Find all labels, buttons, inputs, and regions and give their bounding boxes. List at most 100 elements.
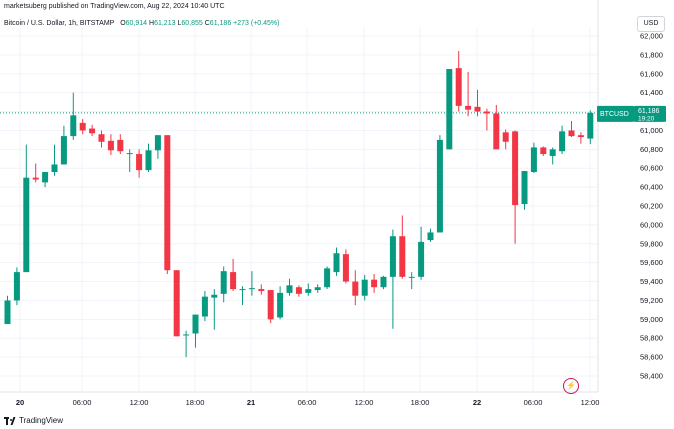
candle-body (295, 287, 302, 294)
candle-body (502, 132, 509, 142)
x-tick-label: 21 (247, 398, 255, 407)
y-tick-label: 61,000 (640, 126, 663, 135)
open-value: 60,914 (125, 20, 148, 27)
low-value: 60,855 (181, 20, 203, 27)
y-tick-label: 59,800 (640, 239, 663, 248)
tradingview-brand: TradingView (4, 416, 63, 425)
candle-body (455, 68, 462, 106)
x-tick-label: 12:00 (130, 398, 149, 407)
x-tick-label: 18:00 (411, 398, 430, 407)
candle-body (60, 136, 67, 165)
candle-body (577, 135, 584, 138)
y-tick-label: 59,200 (640, 296, 663, 305)
candle-body (126, 153, 133, 155)
close-label: C (204, 20, 210, 27)
x-tick-label: 22 (473, 398, 481, 407)
candle-body (540, 147, 547, 155)
change-value: +273 (+0.45%) (233, 20, 280, 27)
price-tag-ticker: BTCUSD (600, 111, 629, 118)
x-tick-label: 06:00 (524, 398, 543, 407)
candle-body (117, 139, 124, 152)
candle-body (79, 122, 86, 131)
price-tag-countdown: 19:20 (638, 115, 655, 122)
y-tick-label: 59,600 (640, 258, 663, 267)
candle-body (380, 276, 387, 288)
y-tick-label: 60,200 (640, 202, 663, 211)
x-tick-label: 12:00 (355, 398, 374, 407)
candle-body (549, 149, 556, 156)
price-tag-ticker-box (597, 105, 634, 122)
y-tick-label: 59,400 (640, 277, 663, 286)
candle-body (446, 69, 453, 150)
candle-body (154, 135, 161, 151)
lightning-icon[interactable]: ⚡ (563, 378, 579, 394)
x-tick-label: 06:00 (73, 398, 92, 407)
candle-body (98, 134, 105, 142)
y-tick-label: 60,400 (640, 183, 663, 192)
x-tick-label: 18:00 (186, 398, 205, 407)
candle-body (559, 131, 566, 152)
candle-body (145, 150, 152, 171)
y-tick-label: 62,000 (640, 32, 663, 41)
candle-body (201, 296, 208, 317)
candle-body (324, 268, 331, 288)
brand-name: TradingView (19, 416, 64, 425)
candle-body (521, 171, 528, 205)
candle-body (314, 287, 321, 291)
candle-body (568, 130, 575, 137)
candle-body (342, 254, 349, 282)
candle-body (399, 236, 406, 277)
candle-body (89, 128, 96, 134)
candle-body (483, 111, 490, 114)
candle-body (258, 289, 265, 291)
candle-body (23, 177, 30, 273)
y-tick-label: 61,800 (640, 50, 663, 59)
candle-body (42, 172, 49, 183)
y-tick-label: 58,400 (640, 372, 663, 381)
candle-body (427, 232, 434, 240)
candle-body (418, 241, 425, 277)
candle-body (136, 154, 143, 171)
price-tag-price-box (634, 105, 666, 122)
high-label: H (149, 20, 155, 27)
candle-body (530, 147, 537, 172)
candle-body (220, 271, 227, 294)
candle-body (436, 139, 443, 233)
candle-body (239, 289, 246, 291)
price-tag-price: 61,186 (638, 108, 660, 115)
x-tick-label: 20 (16, 398, 24, 407)
x-tick-label: 12:00 (581, 398, 600, 407)
candle-body (352, 281, 359, 296)
candle-body (32, 177, 39, 180)
y-tick-label: 61,600 (640, 69, 663, 78)
candle-body (277, 292, 284, 318)
candle-body (164, 135, 171, 271)
y-tick-label: 60,600 (640, 164, 663, 173)
candle-body (371, 279, 378, 288)
candle-body (493, 113, 500, 150)
candle-body (70, 115, 77, 137)
candle-body (183, 334, 190, 336)
candle-body (211, 294, 218, 298)
candle-body (333, 253, 340, 273)
candle-body (230, 272, 237, 290)
y-tick-label: 60,000 (640, 220, 663, 229)
publisher-attribution: marketsuberg published on TradingView.co… (4, 3, 225, 10)
x-tick-label: 06:00 (298, 398, 317, 407)
tradingview-logo-icon (4, 416, 16, 425)
candle-body (465, 105, 472, 110)
candle-body (4, 300, 11, 325)
high-value: 61,213 (154, 20, 176, 27)
y-tick-label: 58,800 (640, 334, 663, 343)
symbol-name: Bitcoin / U.S. Dollar, 1h, BITSTAMP (4, 20, 115, 27)
currency-button[interactable]: USD (637, 16, 665, 32)
open-label: O (120, 20, 126, 27)
candle-body (192, 314, 199, 334)
candle-body (267, 290, 274, 320)
candle-body (389, 236, 396, 277)
candle-body (286, 285, 293, 293)
candle-body (248, 288, 255, 290)
candle-body (13, 272, 20, 301)
candle-body (107, 140, 114, 151)
